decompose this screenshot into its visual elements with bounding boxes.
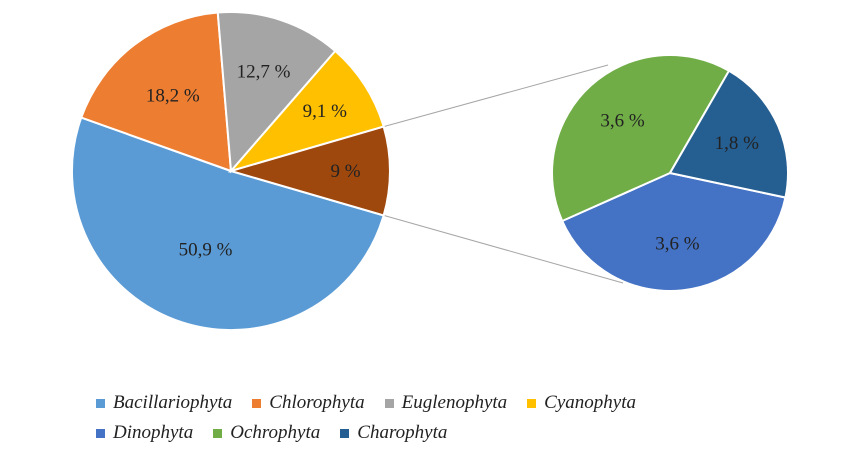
legend-label: Ochrophyta: [230, 422, 321, 443]
legend-item-cyanophyta: Cyanophyta: [527, 392, 636, 414]
legend-label: Bacillariophyta: [113, 392, 233, 413]
legend-swatch: [527, 398, 537, 408]
legend-label: Charophyta: [357, 422, 448, 443]
main-slice-bacillariophyta: [70, 116, 385, 332]
legend-row-1: Bacillariophyta Chlorophyta Euglenophyta…: [0, 388, 861, 418]
sub-label-charophyta: 1,8 %: [715, 133, 760, 154]
sub-label-dinophyta: 3,6 %: [655, 233, 700, 254]
main-label-euglenophyta: 12,7 %: [237, 61, 291, 82]
sub-label-ochrophyta: 3,6 %: [600, 110, 645, 131]
connector-line-bottom: [383, 214, 624, 284]
main-slice-cyanophyta: [228, 49, 385, 173]
legend-item-dinophyta: Dinophyta: [96, 422, 193, 444]
sub-slice-charophyta: [668, 69, 789, 199]
main-pie: 50,9 % 18,2 % 12,7 % 9,1 % 9 %: [70, 11, 391, 332]
main-slice-chlorophyta: [79, 11, 233, 173]
legend-item-euglenophyta: Euglenophyta: [384, 392, 508, 414]
legend-label: Cyanophyta: [544, 392, 636, 413]
legend-row-2: Dinophyta Ochrophyta Charophyta: [0, 418, 861, 448]
legend-item-charophyta: Charophyta: [340, 422, 447, 444]
main-label-bacillariophyta: 50,9 %: [179, 240, 233, 261]
legend-swatch: [340, 428, 350, 438]
main-label-chlorophyta: 18,2 %: [146, 85, 200, 106]
pie-of-pie-chart: 50,9 % 18,2 % 12,7 % 9,1 % 9 % 3,6 % 3,6 % 1,8…: [70, 11, 789, 332]
main-slice-other: [227, 125, 391, 217]
main-label-cyanophyta: 9,1 %: [303, 101, 348, 122]
legend-item-chlorophyta: Chlorophyta: [252, 392, 365, 414]
sub-slice-dinophyta: [560, 171, 787, 292]
secondary-pie: 3,6 % 3,6 % 1,8 %: [551, 54, 789, 292]
sub-slice-ochrophyta: [551, 54, 731, 223]
legend-item-ochrophyta: Ochrophyta: [213, 422, 320, 444]
main-slice-euglenophyta: [216, 11, 337, 174]
legend-label: Chlorophyta: [269, 392, 365, 413]
legend: Bacillariophyta Chlorophyta Euglenophyta…: [0, 388, 861, 448]
legend-swatch: [252, 398, 262, 408]
connector-lines: [383, 64, 624, 284]
legend-label: Dinophyta: [113, 422, 194, 443]
legend-label: Euglenophyta: [401, 392, 508, 413]
legend-swatch: [96, 428, 105, 438]
legend-swatch: [213, 428, 223, 438]
main-label-other: 9 %: [330, 161, 360, 182]
legend-swatch: [384, 398, 394, 408]
legend-swatch: [96, 398, 105, 408]
legend-item-bacillariophyta: Bacillariophyta: [96, 392, 232, 414]
connector-line-top: [383, 64, 609, 128]
